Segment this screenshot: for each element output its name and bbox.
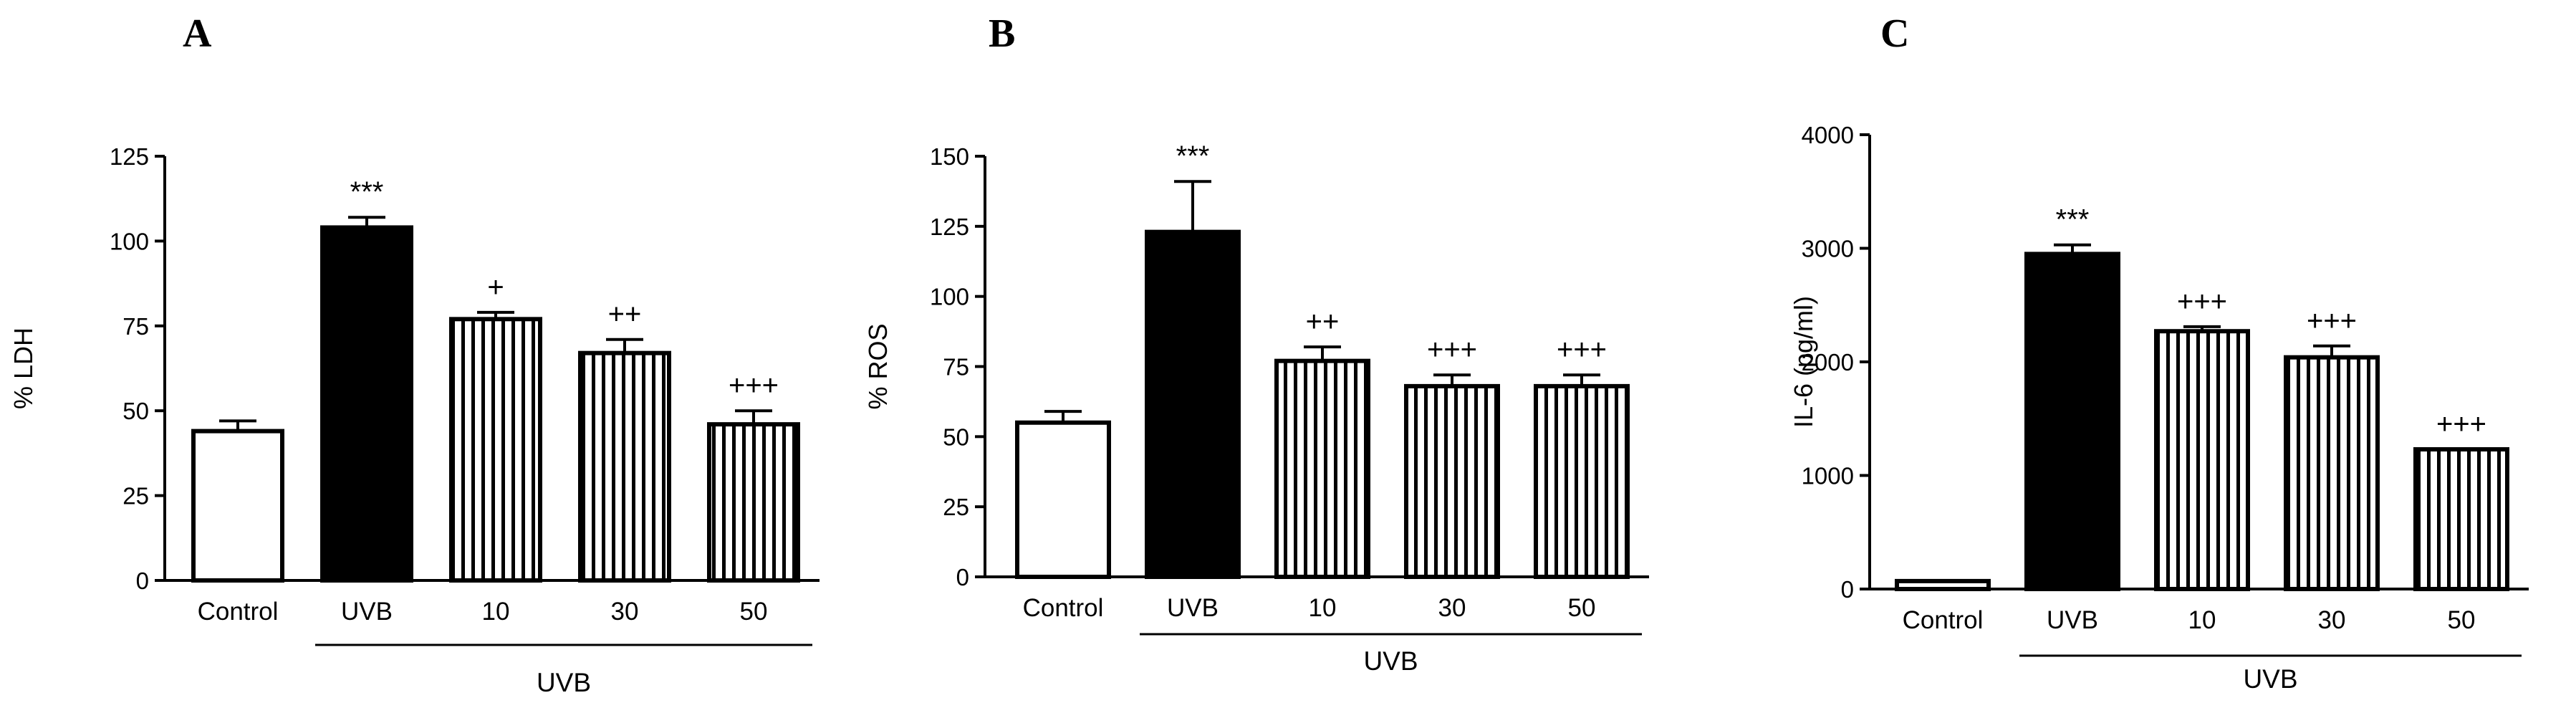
significance-label: +++	[1557, 334, 1607, 365]
bar	[320, 225, 413, 583]
significance-label: +	[487, 272, 504, 303]
significance-label: +++	[729, 370, 779, 401]
y-tick-label: 1000	[1802, 463, 1854, 489]
y-tick-label: 3000	[1802, 236, 1854, 262]
bar	[449, 317, 542, 583]
y-tick-label: 0	[136, 568, 149, 594]
y-tick-label: 50	[122, 398, 149, 424]
group-label: UVB	[2243, 664, 2297, 694]
y-tick-label: 125	[930, 214, 969, 240]
panel-letter: A	[183, 11, 212, 56]
x-tick-label: UVB	[341, 598, 393, 626]
bar	[2154, 329, 2250, 591]
bar	[191, 429, 284, 583]
y-axis-title: % LDH	[9, 327, 38, 409]
bar	[1274, 358, 1370, 579]
y-tick-label: 25	[122, 483, 149, 509]
bar	[1895, 578, 1991, 592]
significance-label: ***	[1176, 140, 1210, 172]
y-tick-label: 100	[110, 228, 149, 254]
bar	[707, 422, 800, 583]
significance-label: +++	[1427, 334, 1477, 365]
y-tick-label: 100	[930, 284, 969, 310]
bar	[1015, 420, 1111, 579]
group-label: UVB	[537, 668, 591, 697]
y-axis-title: IL-6 (pg/ml)	[1789, 296, 1818, 428]
x-tick-label: 10	[482, 598, 510, 626]
panel-a: A % LDH 0 25 50 75 100 125 Control *** UVB +10 ++ 30 +…	[9, 11, 820, 697]
bar	[2284, 355, 2380, 591]
bar	[578, 350, 671, 583]
significance-label: +++	[2436, 408, 2486, 440]
x-tick-label: UVB	[2047, 606, 2098, 634]
significance-label: ++	[1306, 306, 1340, 338]
significance-label: +++	[2177, 286, 2227, 317]
x-tick-label: Control	[1903, 606, 1984, 634]
x-tick-label: 10	[1309, 594, 1337, 622]
y-tick-label: 2000	[1802, 349, 1854, 375]
bar	[2024, 252, 2120, 591]
x-tick-label: Control	[198, 598, 279, 626]
bar	[1145, 229, 1241, 579]
y-tick-label: 25	[943, 494, 969, 520]
y-tick-label: 150	[930, 143, 969, 170]
x-tick-label: 30	[2318, 606, 2346, 634]
y-tick-label: 0	[1841, 576, 1854, 603]
y-tick-label: 4000	[1802, 122, 1854, 148]
x-tick-label: 30	[611, 598, 639, 626]
x-tick-label: 10	[2188, 606, 2216, 634]
x-tick-label: 50	[1568, 594, 1596, 622]
x-tick-label: 50	[2448, 606, 2476, 634]
x-tick-label: 50	[740, 598, 768, 626]
significance-label: ***	[2056, 204, 2090, 236]
group-label: UVB	[1363, 646, 1418, 676]
x-tick-label: 30	[1438, 594, 1466, 622]
significance-label: +++	[2307, 305, 2357, 337]
x-tick-label: Control	[1023, 594, 1104, 622]
y-tick-label: 75	[943, 354, 969, 381]
y-axis-title: % ROS	[863, 323, 893, 409]
y-tick-label: 75	[122, 313, 149, 340]
y-tick-label: 0	[956, 564, 969, 590]
significance-label: ++	[608, 299, 642, 330]
panel-c: C IL-6 (pg/ml) 0 1000 2000 3000 4000 Control ***…	[1789, 11, 2529, 694]
panel-letter: C	[1880, 11, 1909, 56]
significance-label: ***	[350, 176, 384, 208]
panel-letter: B	[989, 11, 1015, 56]
panel-b: B % ROS 0 25 50 75 100 125 150 Control *** UVB ++ 10 +…	[863, 11, 1649, 676]
bar	[1534, 383, 1630, 579]
y-tick-label: 50	[943, 424, 969, 450]
x-tick-label: UVB	[1167, 594, 1219, 622]
bar	[1404, 383, 1500, 579]
bar	[2413, 447, 2509, 591]
y-tick-label: 125	[110, 143, 149, 170]
